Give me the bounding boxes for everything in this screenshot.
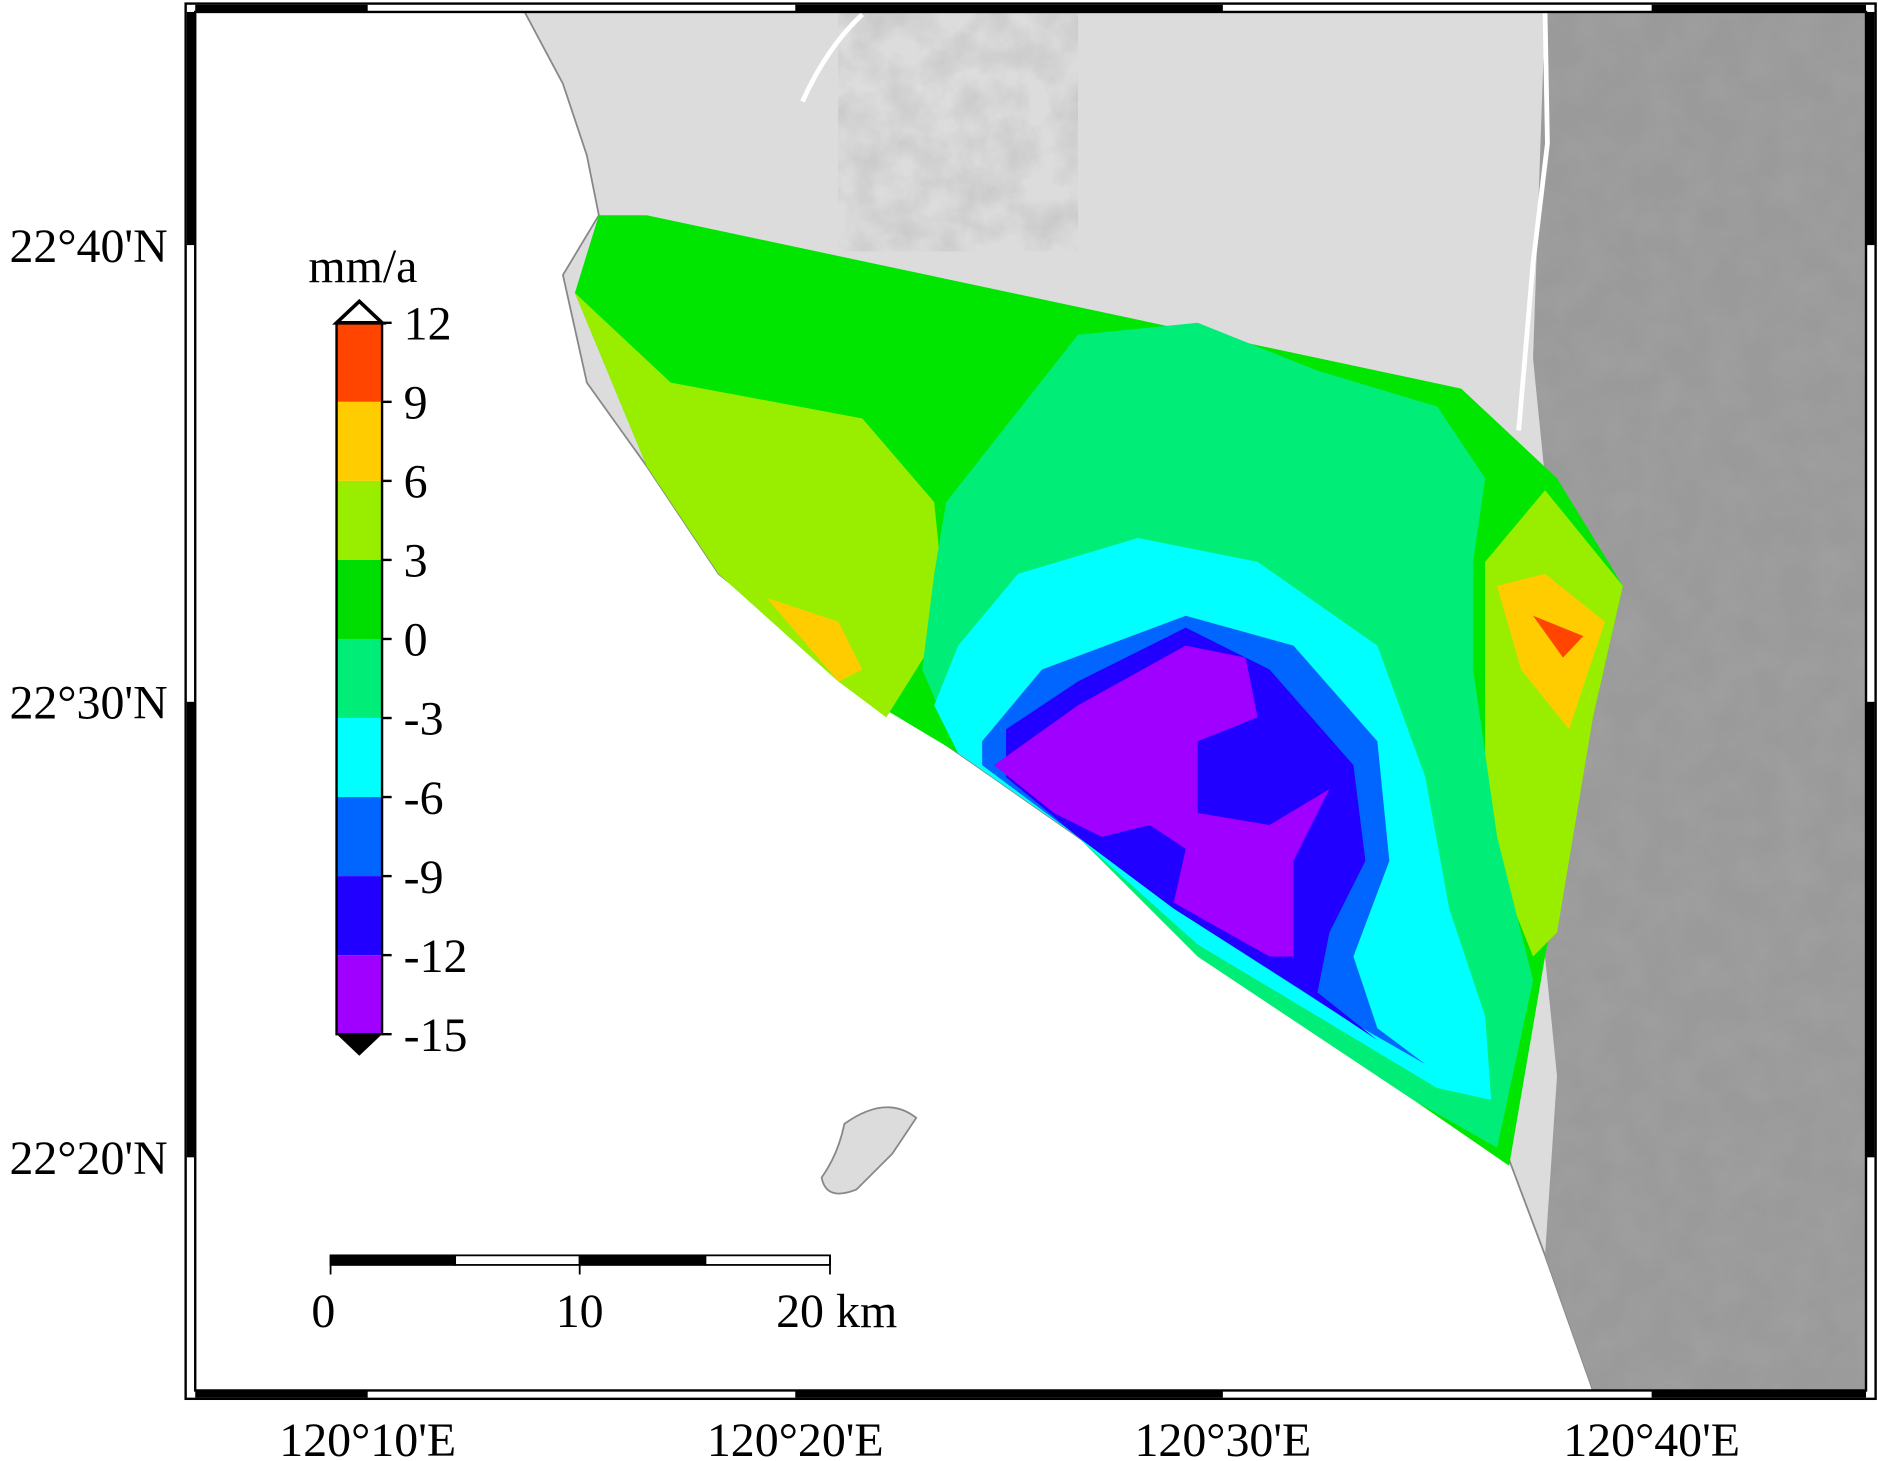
colorbar-tick-label: -12 — [404, 930, 468, 983]
frame-tick — [1651, 4, 1867, 12]
island — [820, 1106, 918, 1195]
colorbar-tick-label: 9 — [404, 377, 428, 430]
longitude-label: 120°40'E — [1563, 1414, 1740, 1461]
colorbar-tick-label: 3 — [404, 535, 428, 588]
colorbar-segment — [336, 797, 383, 877]
scale-segment — [578, 1254, 707, 1266]
zone — [574, 292, 947, 718]
scale-label: 10 — [556, 1285, 604, 1338]
colorbar-tick-label: -6 — [404, 772, 444, 825]
frame-ticks — [186, 4, 1875, 1398]
river — [800, 12, 864, 103]
frame-tick — [186, 701, 196, 1158]
scale-bar: 0 10 20 km — [311, 1254, 897, 1338]
colorbar-segment — [336, 559, 383, 639]
colorbar-tick-label: -3 — [404, 693, 444, 746]
scale-segment — [454, 1254, 581, 1266]
latitude-label: 22°20'N — [9, 1132, 167, 1185]
colorbar-tick-label: 12 — [404, 298, 452, 351]
frame-tick — [195, 4, 368, 12]
longitude-label: 120°10'E — [279, 1414, 456, 1461]
colorbar-segment — [336, 955, 383, 1035]
colorbar-tick-label: -15 — [404, 1009, 468, 1062]
colorbar-segment — [336, 480, 383, 560]
frame-tick — [1866, 701, 1875, 1158]
colorbar-segment — [336, 322, 383, 402]
frame-tick — [795, 1390, 1223, 1398]
colorbar-tick-label: 6 — [404, 456, 428, 509]
river — [1516, 11, 1550, 431]
frame — [184, 2, 1877, 1401]
colorbar-border — [335, 321, 384, 1036]
scale-label: 20 km — [776, 1285, 897, 1338]
longitude-label: 120°30'E — [1134, 1414, 1311, 1461]
hills — [838, 11, 1078, 252]
scale-label: 0 — [311, 1285, 335, 1338]
frame-tick — [795, 4, 1223, 12]
colorbar-title: mm/a — [308, 240, 417, 293]
frame-tick — [195, 1390, 368, 1398]
colorbar-segment — [336, 718, 383, 798]
colorbar-tick-label: 0 — [404, 614, 428, 667]
velocity-field — [574, 215, 1623, 1166]
colorbar-min-arrow — [336, 1034, 383, 1056]
colorbar-segment — [336, 401, 383, 481]
scale-segment — [329, 1254, 457, 1266]
zone — [994, 645, 1330, 957]
zone — [1497, 573, 1605, 730]
hillshade — [838, 11, 1867, 1391]
frame-tick — [186, 11, 196, 246]
colorbar-segment — [336, 876, 383, 956]
colorbar-tick-label: -9 — [404, 851, 444, 904]
longitude-label: 120°20'E — [707, 1414, 884, 1461]
zone — [766, 597, 863, 682]
latitude-label: 22°30'N — [9, 677, 167, 730]
scale-segment — [704, 1254, 831, 1266]
colorbar: mm/a12 9 6 3 0 -3 -6 -9 -12 -15 — [308, 240, 467, 1062]
latitude-label: 22°40'N — [9, 220, 167, 273]
zone — [1533, 615, 1584, 658]
colorbar-segment — [336, 638, 383, 719]
frame-tick — [1651, 1390, 1867, 1398]
frame-tick — [1866, 11, 1875, 246]
